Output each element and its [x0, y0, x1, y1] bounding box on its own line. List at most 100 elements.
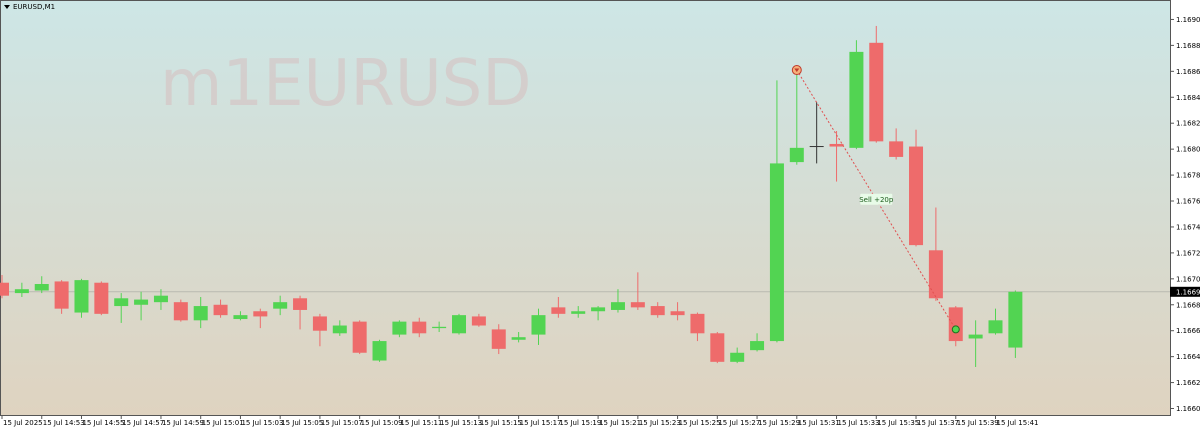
candle-body: [829, 143, 844, 147]
x-tick-label: 15 Jul 15:09: [361, 419, 403, 427]
candle-body: [750, 341, 765, 351]
y-tick-label: 1.16625: [1176, 379, 1200, 387]
candle-body: [869, 42, 884, 142]
candle-body: [650, 306, 665, 316]
candle-body: [491, 329, 506, 349]
plot-layer: 1.16905 1.16885 1.16865 1.16845 1.16825 1.168…: [0, 16, 1200, 427]
candle-body: [511, 337, 526, 340]
candle-body: [690, 313, 705, 334]
candle-body: [988, 320, 1003, 334]
candle-body: [730, 352, 745, 362]
x-tick-label: 15 Jul 15:29: [758, 419, 800, 427]
candle-body: [432, 326, 447, 329]
y-tick-label: 1.16705: [1176, 275, 1200, 283]
candle-body: [948, 307, 963, 342]
chart-title: EURUSD,M1: [13, 3, 55, 11]
candle-body: [173, 302, 188, 321]
x-tick-label: 15 Jul 2025: [3, 419, 43, 427]
x-tick-label: 15 Jul 15:41: [997, 419, 1039, 427]
y-tick-label: 1.16665: [1176, 327, 1200, 335]
candle-body: [114, 298, 129, 307]
trade-label: Sell +20p: [859, 196, 894, 204]
candle-body: [909, 146, 924, 246]
candle-body: [769, 163, 784, 342]
candle-body: [630, 302, 645, 308]
x-tick-label: 15 Jul 15:37: [917, 419, 959, 427]
candle-body: [710, 333, 725, 362]
x-tick-label: 15 Jul 15:17: [520, 419, 562, 427]
x-tick-label: 15 Jul 15:25: [679, 419, 721, 427]
y-tick-label: 1.16845: [1176, 94, 1200, 102]
x-tick-label: 15 Jul 14:55: [82, 419, 124, 427]
candle-body: [153, 295, 168, 303]
candle-body: [372, 341, 387, 361]
x-tick-label: 15 Jul 15:31: [798, 419, 840, 427]
candle-body: [531, 315, 546, 335]
x-tick-label: 15 Jul 15:01: [202, 419, 244, 427]
y-tick-label: 1.16765: [1176, 198, 1200, 206]
y-tick-label: 1.16785: [1176, 172, 1200, 180]
x-tick-label: 15 Jul 14:53: [43, 419, 85, 427]
y-tick-label: 1.16605: [1176, 405, 1200, 413]
x-tick-label: 15 Jul 15:07: [321, 419, 363, 427]
candle-body: [0, 282, 9, 296]
y-tick-label: 1.16865: [1176, 68, 1200, 76]
x-tick-label: 15 Jul 14:59: [162, 419, 204, 427]
candle-body: [670, 311, 685, 316]
y-tick-label: 1.16685: [1176, 301, 1200, 309]
candle-body: [193, 306, 208, 321]
y-tick-label: 1.16825: [1176, 120, 1200, 128]
current-price-box: [1170, 286, 1200, 297]
x-tick-label: 15 Jul 15:27: [718, 419, 760, 427]
x-tick-label: 15 Jul 15:15: [480, 419, 522, 427]
candle-body: [571, 311, 586, 314]
candle-body: [889, 141, 904, 157]
trade-label-box: [860, 193, 893, 205]
candle-body: [34, 284, 49, 291]
x-tick-label: 15 Jul 14:57: [122, 419, 164, 427]
y-tick-label: 1.16905: [1176, 16, 1200, 24]
trade-open-arrow: [794, 68, 800, 73]
candle-body: [412, 321, 427, 334]
candle-body: [74, 280, 89, 313]
candle-body: [452, 315, 467, 334]
candle-body: [551, 307, 566, 314]
candle-body: [233, 315, 248, 320]
candle-body: [591, 307, 606, 312]
x-tick-label: 15 Jul 15:13: [440, 419, 482, 427]
x-tick-label: 15 Jul 15:39: [957, 419, 999, 427]
candle-body: [392, 321, 407, 335]
x-tick-label: 15 Jul 15:33: [838, 419, 880, 427]
current-price-label: 1.16695: [1176, 288, 1200, 296]
candle-body: [610, 302, 625, 310]
y-tick-label: 1.16745: [1176, 223, 1200, 231]
candle-body: [789, 147, 804, 163]
candle-body: [54, 281, 69, 309]
x-tick-label: 15 Jul 15:19: [559, 419, 601, 427]
candle-body: [928, 250, 943, 299]
candle-body: [332, 325, 347, 334]
x-tick-label: 15 Jul 15:35: [877, 419, 919, 427]
candle-body: [273, 302, 288, 309]
trade-close-marker: [951, 325, 960, 334]
candle-body: [352, 321, 367, 353]
x-tick-label: 15 Jul 15:03: [241, 419, 283, 427]
menu-triangle[interactable]: [4, 5, 10, 9]
watermark: m1EURUSD: [160, 47, 532, 121]
x-tick-label: 15 Jul 15:05: [281, 419, 323, 427]
candle-body: [213, 304, 228, 316]
y-tick-label: 1.16805: [1176, 146, 1200, 154]
x-tick-label: 15 Jul 15:23: [639, 419, 681, 427]
y-tick-label: 1.16725: [1176, 249, 1200, 257]
candle-body: [312, 316, 327, 331]
candle-body: [94, 282, 109, 314]
candle-body: [968, 334, 983, 339]
y-tick-label: 1.16645: [1176, 353, 1200, 361]
candle-body: [849, 51, 864, 148]
candle-body: [471, 316, 486, 326]
y-tick-label: 1.16885: [1176, 42, 1200, 50]
x-tick-label: 15 Jul 15:11: [400, 419, 442, 427]
candle-body: [134, 299, 149, 305]
candle-body: [1008, 291, 1023, 348]
